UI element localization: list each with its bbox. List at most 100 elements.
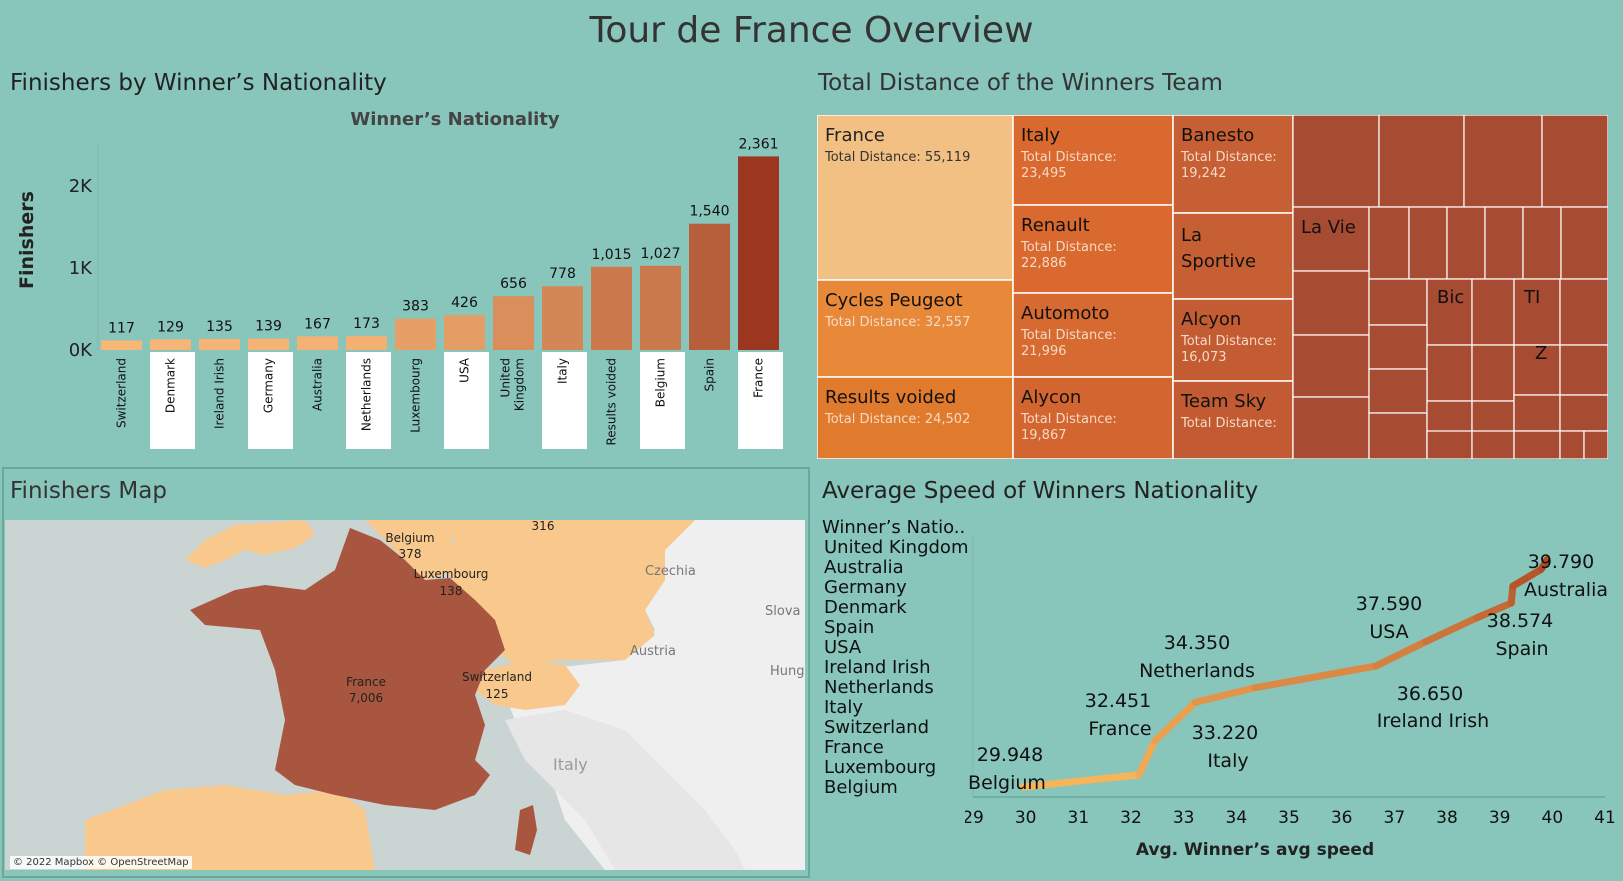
bar-germany[interactable] [248, 338, 289, 350]
treemap-small-cell[interactable] [1583, 430, 1608, 459]
bar-netherlands[interactable] [346, 335, 387, 350]
treemap-cell-banesto[interactable] [1172, 115, 1294, 214]
speed-x-tick-label: 38 [1436, 808, 1458, 828]
bar-ireland-irish[interactable] [199, 338, 240, 350]
treemap-small-cell[interactable] [1541, 115, 1608, 208]
speed-annotation-name: Ireland Irish [1377, 710, 1489, 732]
treemap-small-cell[interactable] [1368, 324, 1428, 370]
treemap-cell-la-sportive[interactable] [1172, 212, 1294, 300]
bar-spain[interactable] [689, 223, 730, 350]
bar-y-tick-label: 2K [69, 176, 93, 197]
speed-chart-panel-title: Average Speed of Winners Nationality [822, 478, 1259, 504]
treemap-small-cell[interactable] [1446, 206, 1486, 280]
speed-legend-item[interactable]: Germany [824, 577, 907, 598]
treemap-small-cell[interactable] [1463, 115, 1543, 208]
map-label-hungary: Hung [770, 664, 805, 679]
treemap-small-cell[interactable] [1513, 394, 1561, 432]
finishers-map[interactable]: Czechia Slova Austria Hung Italy Belgium… [5, 520, 805, 870]
treemap-cell-team-sky[interactable] [1172, 380, 1294, 459]
treemap-small-cell[interactable] [1471, 430, 1515, 459]
speed-legend-item[interactable]: Luxembourg [824, 757, 937, 778]
bar-usa[interactable] [444, 315, 485, 350]
bar-australia[interactable] [297, 336, 338, 350]
speed-annotation-name: USA [1369, 621, 1408, 643]
speed-legend-item[interactable]: Italy [824, 697, 864, 718]
bar-denmark[interactable] [150, 339, 191, 350]
treemap-small-cell[interactable] [1484, 206, 1524, 280]
speed-line-chart[interactable]: 29 30 31 32 33 34 35 36 37 38 39 40 41 Avg. Winner’s … [965, 525, 1615, 870]
bar-value-label: 383 [402, 299, 429, 315]
bar-category-label: Results voided [605, 358, 619, 446]
treemap-small-cell[interactable] [1471, 344, 1515, 402]
treemap-small-cell[interactable] [1513, 344, 1561, 396]
speed-legend-item[interactable]: Netherlands [824, 677, 934, 698]
bar-italy[interactable] [542, 286, 583, 350]
treemap-small-cell[interactable] [1471, 278, 1515, 346]
treemap-cell-name: Automoto [1021, 303, 1109, 324]
treemap-small-cell[interactable] [1513, 278, 1561, 346]
speed-legend-item[interactable]: Denmark [824, 597, 907, 618]
speed-legend-item[interactable]: Switzerland [824, 717, 929, 738]
bar-y-tick-label: 0K [69, 340, 93, 361]
speed-x-tick-label: 39 [1489, 808, 1511, 828]
speed-x-tick-label: 37 [1384, 808, 1406, 828]
map-label-austria: Austria [630, 644, 676, 659]
treemap-small-cell[interactable] [1408, 206, 1448, 280]
speed-legend: Winner’s Natio.. United Kingdom Australia… [822, 518, 968, 798]
treemap-small-cell[interactable] [1522, 206, 1562, 280]
speed-annotation-value: 34.350 [1164, 632, 1230, 654]
bar-france[interactable] [738, 156, 779, 350]
treemap-small-cell[interactable] [1559, 278, 1608, 346]
bar-luxembourg[interactable] [395, 318, 436, 350]
treemap-small-cell[interactable] [1368, 412, 1428, 459]
bar-value-label: 2,361 [738, 136, 778, 152]
speed-annotation-value: 37.590 [1356, 593, 1422, 615]
speed-line-segment [1421, 614, 1481, 646]
bar-switzerland[interactable] [101, 340, 142, 350]
treemap-cell-name: Banesto [1181, 125, 1254, 146]
treemap-small-cell[interactable] [1559, 430, 1585, 459]
treemap-small-cell[interactable] [1292, 334, 1370, 398]
treemap-panel-title: Total Distance of the Winners Team [818, 70, 1223, 96]
treemap-cell-italy[interactable] [1012, 115, 1174, 206]
bar-category-label: United [499, 358, 513, 397]
speed-legend-item[interactable]: United Kingdom [824, 537, 969, 558]
treemap-small-cell[interactable] [1559, 394, 1608, 432]
speed-legend-item[interactable]: France [824, 737, 884, 758]
treemap-small-cell[interactable] [1292, 115, 1380, 208]
treemap-cell-measure: Total Distance: 55,119 [824, 150, 970, 165]
speed-legend-item[interactable]: Australia [824, 557, 904, 578]
treemap-small-cell[interactable] [1426, 430, 1473, 459]
treemap-small-cell[interactable] [1378, 115, 1465, 208]
bar-results-voided[interactable] [591, 266, 632, 350]
map-panel-title: Finishers Map [10, 478, 167, 504]
finishers-bar-chart[interactable]: Winner’s Nationality Finishers 0K 1K 2K 117 Sw… [0, 105, 805, 465]
treemap-small-cell[interactable] [1368, 278, 1428, 326]
treemap-small-cell[interactable] [1513, 430, 1561, 459]
bar-category-label: Denmark [164, 358, 178, 413]
speed-annotation-value: 36.650 [1397, 683, 1463, 705]
speed-legend-item[interactable]: USA [824, 637, 862, 658]
treemap-small-cell[interactable] [1560, 206, 1608, 280]
distance-treemap[interactable]: France Total Distance: 55,119 Cycles Peuge… [817, 115, 1608, 459]
speed-legend-item[interactable]: Ireland Irish [824, 657, 931, 678]
bar-belgium[interactable] [640, 265, 681, 350]
bar-category-band [542, 352, 587, 449]
speed-legend-item[interactable]: Belgium [824, 777, 898, 798]
treemap-cell-results-voided[interactable] [817, 376, 1014, 459]
speed-line-segment [1372, 638, 1429, 670]
treemap-cell-france[interactable] [817, 115, 1014, 281]
speed-x-axis-label: Avg. Winner’s avg speed [1136, 840, 1374, 860]
treemap-small-cell[interactable] [1292, 270, 1370, 336]
treemap-small-cell[interactable] [1368, 368, 1428, 414]
bar-united-kingdom[interactable] [493, 296, 534, 350]
treemap-cell-name: Alcyon [1181, 309, 1241, 330]
treemap-small-cell[interactable] [1559, 344, 1608, 396]
treemap-small-cell[interactable] [1368, 206, 1410, 280]
speed-legend-item[interactable]: Spain [824, 617, 875, 638]
treemap-small-cell[interactable] [1426, 344, 1473, 402]
map-label-germany-value: 316 [532, 520, 555, 533]
bar-category-band [150, 352, 195, 449]
treemap-cell-alcyon[interactable] [1172, 298, 1294, 382]
treemap-small-cell[interactable] [1292, 396, 1370, 459]
